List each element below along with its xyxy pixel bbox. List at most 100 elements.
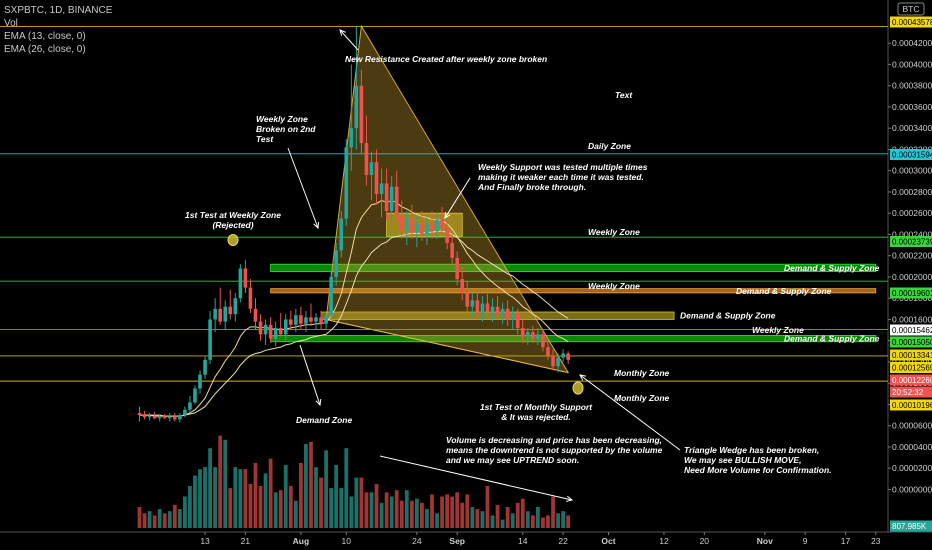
time-tick-label: 14 xyxy=(518,536,528,546)
candle-body xyxy=(253,308,258,322)
candle-body xyxy=(258,321,263,335)
indicator-ema13[interactable]: EMA (13, close, 0) xyxy=(4,31,86,42)
volume-bar xyxy=(535,507,540,528)
candle-body xyxy=(470,300,475,307)
candle-body xyxy=(430,224,434,232)
time-tick-label: Nov xyxy=(757,536,773,546)
wedge-arrow-head xyxy=(579,374,586,381)
volume-bar xyxy=(293,500,298,528)
volume-bar xyxy=(243,469,248,528)
candle-body xyxy=(273,327,278,339)
candle-body xyxy=(536,334,540,339)
volume-bar xyxy=(399,500,404,528)
volume-bar xyxy=(455,492,460,528)
candle-body xyxy=(137,412,142,416)
candle-body xyxy=(440,219,444,229)
candle-body xyxy=(445,228,449,243)
volume-bar xyxy=(172,504,177,528)
candle-body xyxy=(531,332,535,339)
volume-bar xyxy=(349,496,354,528)
candle-body xyxy=(490,306,495,313)
volume-bar xyxy=(193,475,197,528)
annotation-first-test: 1st Test at Weekly Zone xyxy=(185,210,281,220)
price-tag-label: 0.00013341 xyxy=(892,351,932,360)
volume-bar xyxy=(465,494,470,528)
demand-zone-arrow-head xyxy=(315,398,322,407)
volume-bar xyxy=(414,498,419,528)
volume-bar xyxy=(420,502,424,528)
annotation-wedge-note: Triangle Wedge has been broken, xyxy=(684,445,819,455)
time-tick-label: 12 xyxy=(659,536,669,546)
time-tick-label: Sep xyxy=(449,536,465,546)
candle-body xyxy=(263,324,268,335)
volume-trend-arrow-head xyxy=(566,495,574,502)
candle-body xyxy=(248,287,253,309)
candle-body xyxy=(238,268,243,299)
symbol-title[interactable]: SXPBTC, 1D, BINANCE xyxy=(4,5,113,16)
price-tag xyxy=(890,520,932,532)
resistance-arrow xyxy=(339,29,359,51)
volume-bar xyxy=(288,486,293,528)
candle-body xyxy=(374,162,379,195)
time-tick-label: 24 xyxy=(412,536,422,546)
volume-bar xyxy=(228,488,233,528)
volume-bar xyxy=(324,450,328,528)
weekly-broken-arrow-head xyxy=(313,221,320,230)
annotation-weekly-broken: Broken on 2nd xyxy=(256,124,316,134)
candle-body xyxy=(394,186,399,216)
candle-body xyxy=(556,357,560,367)
candle-body xyxy=(435,219,439,232)
volume-bar xyxy=(253,462,258,528)
candle-body xyxy=(410,218,414,233)
volume-bar xyxy=(344,448,349,528)
volume-bar xyxy=(223,439,228,528)
volume-bar xyxy=(556,513,560,528)
volume-bar xyxy=(460,502,465,528)
candle-body xyxy=(283,319,288,335)
volume-bar xyxy=(177,509,182,528)
volume-bar xyxy=(233,467,238,528)
candle-body xyxy=(178,415,182,420)
candle-body xyxy=(480,303,485,314)
candle-body xyxy=(167,417,172,419)
annotation-weekly-broken: Test xyxy=(256,134,274,144)
candle-body xyxy=(208,319,212,360)
volume-bar xyxy=(273,492,278,528)
annotation-wedge-note: Need More Volume for Confirmation. xyxy=(684,465,832,475)
candle-body xyxy=(339,218,344,251)
price-tag xyxy=(890,236,932,247)
price-tag xyxy=(890,287,932,299)
volume-bar xyxy=(152,515,157,528)
volume-bar xyxy=(409,500,414,528)
indicator-vol[interactable]: Vol xyxy=(4,18,18,29)
price-tag-label: 20:52:32 xyxy=(892,388,924,397)
volume-bar xyxy=(304,444,308,528)
candle-body xyxy=(188,402,192,410)
candle-body xyxy=(329,276,333,316)
price-tag-label: 807.985K xyxy=(892,522,927,531)
candle-body xyxy=(324,315,328,324)
price-tag xyxy=(890,349,932,361)
annotation-weekly-broken: Weekly Zone xyxy=(256,114,308,124)
candle-body xyxy=(152,416,157,419)
annotation-first-test: (Rejected) xyxy=(212,220,253,230)
time-tick-label: 17 xyxy=(841,536,851,546)
volume-bar xyxy=(369,492,374,528)
candle-body xyxy=(304,317,308,324)
candle-body xyxy=(243,268,248,288)
volume-bar xyxy=(319,477,323,528)
volume-bar xyxy=(157,509,162,528)
volume-bar xyxy=(525,511,530,528)
indicator-ema26[interactable]: EMA (26, close, 0) xyxy=(4,44,86,55)
candle-body xyxy=(500,308,505,315)
zone-label: Demand & Supply Zone xyxy=(784,263,880,273)
annotation-weekly-zone: Weekly Zone xyxy=(752,325,804,335)
candle-body xyxy=(162,417,167,419)
